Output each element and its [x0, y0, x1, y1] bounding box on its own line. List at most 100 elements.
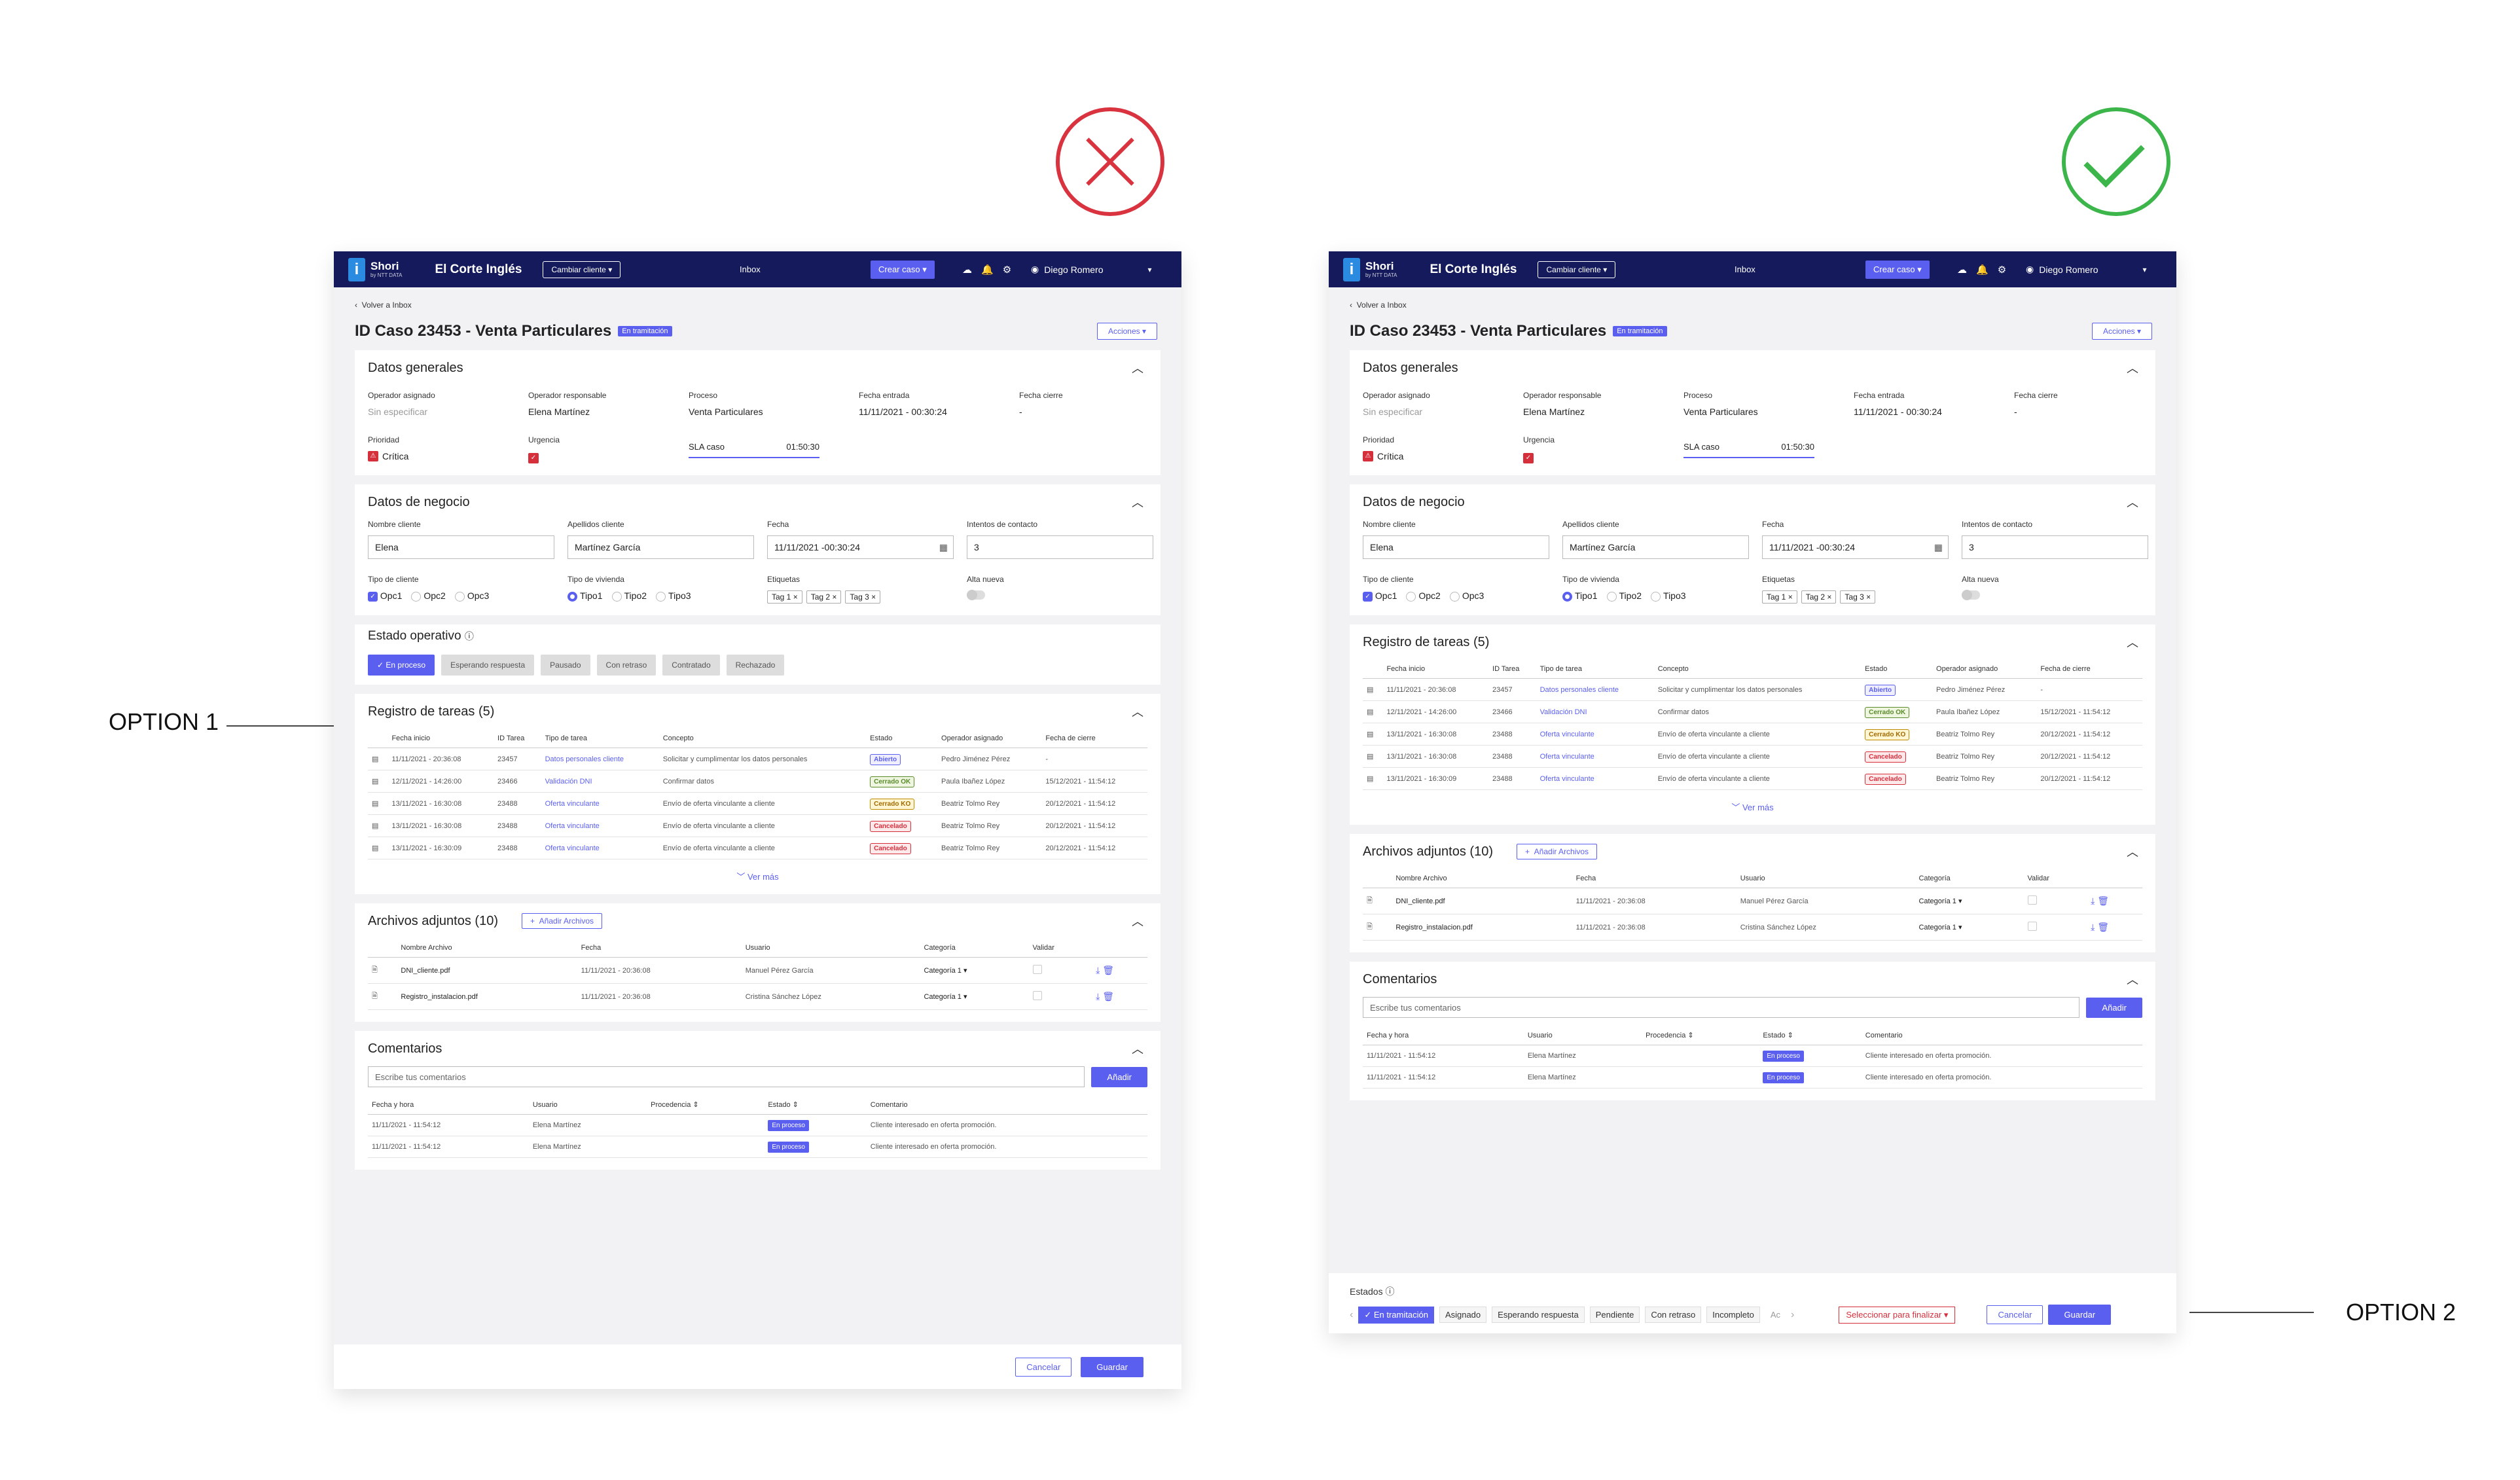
gear-icon[interactable]: ⚙ — [1997, 264, 2007, 276]
state-pending[interactable]: Pendiente — [1589, 1307, 1640, 1323]
task-type-link[interactable]: Oferta vinculante — [1536, 723, 1654, 746]
cloud-icon[interactable]: ☁ — [962, 264, 972, 276]
trash-icon[interactable]: 🗑 — [1102, 991, 1115, 1002]
task-type-link[interactable]: Validación DNI — [541, 770, 659, 793]
trash-icon[interactable]: 🗑 — [2097, 895, 2110, 906]
create-case-button[interactable]: Crear caso ▾ — [1865, 260, 1930, 279]
gear-icon[interactable]: ⚙ — [1002, 264, 1012, 276]
state-assigned[interactable]: Asignado — [1439, 1307, 1487, 1323]
bell-icon[interactable]: 🔔 — [1976, 264, 1989, 276]
add-comment-button[interactable]: Añadir — [1091, 1066, 1147, 1087]
chevron-up-icon[interactable]: ︿ — [1132, 362, 1143, 375]
task-type-link[interactable]: Oferta vinculante — [541, 792, 659, 815]
download-icon[interactable]: ⤓ — [2091, 895, 2098, 906]
comment-input[interactable]: Escribe tus comentarios — [368, 1066, 1085, 1087]
surname-input[interactable]: Martínez García — [1562, 535, 1749, 559]
back-link[interactable]: ‹ Volver a Inbox — [355, 300, 412, 310]
state-delayed[interactable]: Con retraso — [1645, 1307, 1702, 1323]
file-name[interactable]: Registro_instalacion.pdf — [397, 983, 577, 1010]
see-more-link[interactable]: ﹀ Ver más — [736, 872, 779, 882]
cancel-button[interactable]: Cancelar — [1987, 1305, 2043, 1324]
bell-icon[interactable]: 🔔 — [981, 264, 994, 276]
task-type-link[interactable]: Datos personales cliente — [541, 748, 659, 770]
comment-input[interactable]: Escribe tus comentarios — [1363, 997, 2080, 1018]
chevron-up-icon[interactable]: ︿ — [2127, 846, 2138, 859]
date-input[interactable]: 11/11/2021 -00:30:24 ▦ — [1762, 535, 1949, 559]
category-select[interactable]: Categoría 1 ▾ — [920, 983, 1029, 1010]
save-button[interactable]: Guardar — [2048, 1305, 2112, 1325]
chevron-up-icon[interactable]: ︿ — [1132, 1043, 1143, 1056]
new-toggle[interactable] — [967, 590, 985, 600]
finalize-select[interactable]: Seleccionar para finalizar ▾ — [1839, 1306, 1956, 1324]
create-case-button[interactable]: Crear caso ▾ — [871, 260, 935, 279]
state-in-process[interactable]: ✓ En proceso — [368, 655, 435, 676]
change-client-button[interactable]: Cambiar cliente ▾ — [543, 261, 621, 278]
task-type-link[interactable]: Oferta vinculante — [1536, 767, 1654, 790]
file-name[interactable]: DNI_cliente.pdf — [397, 957, 577, 984]
chevron-up-icon[interactable]: ︿ — [1132, 496, 1143, 509]
state-paused[interactable]: Pausado — [541, 655, 590, 676]
state-waiting[interactable]: Esperando respuesta — [441, 655, 535, 676]
state-more[interactable]: Ac — [1770, 1310, 1780, 1320]
chevron-left-icon[interactable]: ‹ — [1350, 1309, 1354, 1320]
urgency-checkbox[interactable]: ✓ — [1523, 453, 1534, 463]
task-type-link[interactable]: Validación DNI — [1536, 700, 1654, 723]
validate-checkbox[interactable] — [2027, 895, 2037, 905]
inbox-link[interactable]: Inbox — [740, 264, 761, 274]
category-select[interactable]: Categoría 1 ▾ — [1915, 888, 2024, 914]
surname-input[interactable]: Martínez García — [567, 535, 754, 559]
task-type-link[interactable]: Oferta vinculante — [541, 837, 659, 859]
download-icon[interactable]: ⤓ — [1096, 991, 1103, 1002]
date-input[interactable]: 11/11/2021 -00:30:24 ▦ — [767, 535, 954, 559]
chevron-up-icon[interactable]: ︿ — [2127, 496, 2138, 509]
task-close: 20/12/2021 - 11:54:12 — [2036, 723, 2142, 746]
user-menu[interactable]: ◉ Diego Romero ▾ — [1031, 264, 1152, 275]
chevron-up-icon[interactable]: ︿ — [1132, 706, 1143, 719]
validate-checkbox[interactable] — [1032, 991, 1042, 1000]
chevron-up-icon[interactable]: ︿ — [2127, 362, 2138, 375]
cancel-button[interactable]: Cancelar — [1015, 1357, 1072, 1377]
trash-icon[interactable]: 🗑 — [2097, 922, 2110, 932]
state-incomplete[interactable]: Incompleto — [1706, 1307, 1760, 1323]
new-toggle[interactable] — [1962, 590, 1980, 600]
state-rejected[interactable]: Rechazado — [726, 655, 785, 676]
cloud-icon[interactable]: ☁ — [1957, 264, 1967, 276]
inbox-link[interactable]: Inbox — [1735, 264, 1755, 274]
change-client-button[interactable]: Cambiar cliente ▾ — [1538, 261, 1616, 278]
urgency-checkbox[interactable]: ✓ — [528, 453, 539, 463]
validate-checkbox[interactable] — [1032, 965, 1042, 974]
user-menu[interactable]: ◉ Diego Romero ▾ — [2026, 264, 2147, 275]
add-comment-button[interactable]: Añadir — [2086, 997, 2142, 1018]
task-type-link[interactable]: Datos personales cliente — [1536, 678, 1654, 701]
trash-icon[interactable]: 🗑 — [1102, 965, 1115, 975]
download-icon[interactable]: ⤓ — [2091, 922, 2098, 932]
file-name[interactable]: DNI_cliente.pdf — [1392, 888, 1572, 914]
attempts-input[interactable]: 3 — [967, 535, 1153, 559]
back-link[interactable]: ‹ Volver a Inbox — [1350, 300, 1407, 310]
category-select[interactable]: Categoría 1 ▾ — [1915, 914, 2024, 941]
actions-button[interactable]: Acciones ▾ — [2091, 323, 2152, 340]
tasks-card: Registro de tareas (5) ︿ Fecha inicio ID T… — [1350, 624, 2155, 825]
chevron-right-icon[interactable]: › — [1791, 1309, 1795, 1320]
state-contracted[interactable]: Contratado — [662, 655, 720, 676]
chevron-up-icon[interactable]: ︿ — [2127, 636, 2138, 649]
state-in-process[interactable]: ✓ En tramitación — [1358, 1306, 1434, 1324]
chevron-up-icon[interactable]: ︿ — [2127, 973, 2138, 986]
save-button[interactable]: Guardar — [1081, 1356, 1143, 1377]
add-files-button[interactable]: + Añadir Archivos — [1516, 844, 1598, 859]
state-waiting[interactable]: Esperando respuesta — [1492, 1307, 1585, 1323]
name-input[interactable]: Elena — [368, 535, 554, 559]
category-select[interactable]: Categoría 1 ▾ — [920, 957, 1029, 984]
see-more-link[interactable]: ﹀ Ver más — [1731, 803, 1774, 812]
download-icon[interactable]: ⤓ — [1096, 965, 1103, 975]
actions-button[interactable]: Acciones ▾ — [1096, 323, 1157, 340]
attempts-input[interactable]: 3 — [1962, 535, 2148, 559]
validate-checkbox[interactable] — [2027, 922, 2037, 931]
chevron-up-icon[interactable]: ︿ — [1132, 915, 1143, 928]
add-files-button[interactable]: + Añadir Archivos — [521, 913, 603, 929]
state-delayed[interactable]: Con retraso — [596, 655, 657, 676]
task-type-link[interactable]: Oferta vinculante — [541, 814, 659, 837]
file-name[interactable]: Registro_instalacion.pdf — [1392, 914, 1572, 941]
task-type-link[interactable]: Oferta vinculante — [1536, 745, 1654, 768]
name-input[interactable]: Elena — [1363, 535, 1549, 559]
